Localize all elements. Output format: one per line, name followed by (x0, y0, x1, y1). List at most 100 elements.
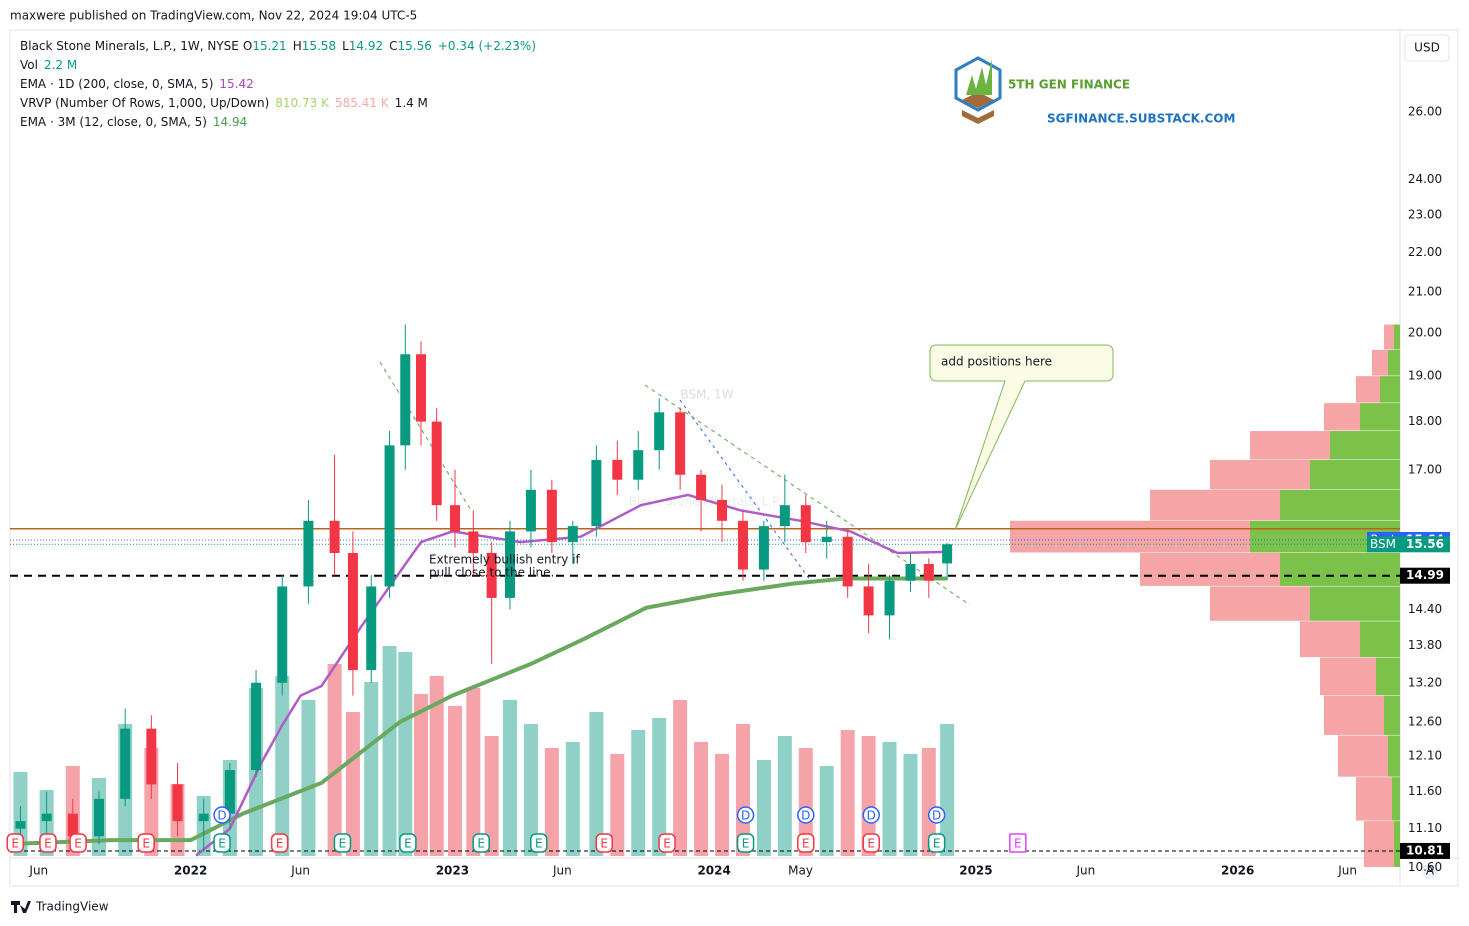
y-tick-label: 11.60 (1408, 784, 1442, 798)
ohlc-value: 15.58 (302, 39, 336, 53)
volume-bar (921, 748, 936, 856)
volume-bar (798, 748, 813, 856)
event-label: E (600, 837, 608, 851)
earnings-marker (6, 833, 24, 853)
currency-button[interactable] (1404, 34, 1450, 62)
earnings-marker (595, 833, 613, 853)
event-label: E (663, 837, 671, 851)
candle-body (905, 563, 916, 581)
profile-down (1384, 324, 1394, 350)
event-label: E (142, 837, 150, 851)
profile-down (1356, 376, 1380, 403)
trend-line (379, 361, 473, 513)
candle-body (15, 821, 26, 829)
candle-body (758, 526, 769, 570)
back-layer: BSM, 1W Black Stone Minerals, L.P. (629, 324, 1400, 867)
profile-up (1330, 431, 1400, 460)
indicator-value: 15.42 (219, 77, 253, 91)
event-label: D (217, 809, 226, 823)
profile-up (1360, 621, 1400, 658)
volume-bar (694, 742, 709, 856)
indicator-value: 14.94 (213, 115, 247, 129)
earnings-marker (213, 833, 231, 853)
ohlc-value: 15.56 (398, 39, 432, 53)
candle-body (863, 586, 874, 616)
candle-body (303, 520, 314, 587)
candle-body (800, 505, 811, 543)
chart-frame (9, 29, 1459, 887)
dividend-marker (927, 806, 946, 824)
event-label: E (404, 837, 412, 851)
event-label: E (339, 837, 347, 851)
profile-down (1140, 552, 1280, 586)
indicator-name: EMA · 3M (12, close, 0, SMA, 5) (20, 115, 207, 129)
profile-down (1338, 735, 1388, 777)
candle-body (146, 728, 157, 785)
y-tick-label: 14.40 (1408, 602, 1442, 616)
profile-down (1364, 821, 1394, 867)
profile-up (1376, 657, 1400, 696)
candle-body (329, 520, 340, 553)
price-label-box (1400, 842, 1450, 859)
y-tick-label: 17.00 (1408, 462, 1442, 476)
ema-line (10, 576, 948, 846)
event-label: E (933, 837, 941, 851)
profile-up (1360, 403, 1400, 431)
y-tick-label: 19.00 (1408, 369, 1442, 383)
y-tick-label: 11.10 (1408, 821, 1442, 835)
front-layer: EEEEEEEEEEEEEEEEEDDDDD15.64Post15.56BSM1… (6, 344, 1450, 859)
price-label: 15.56 (1406, 537, 1444, 551)
volume-bar (882, 742, 897, 856)
indicator-value: 1.4 M (395, 96, 428, 110)
trend-line (644, 384, 971, 606)
ohlc-key: H (293, 39, 302, 53)
ohlc-key: L (342, 39, 349, 53)
y-tick-label: 12.10 (1408, 749, 1442, 763)
ohlc-value: 14.92 (349, 39, 383, 53)
earnings-marker (736, 833, 755, 853)
candle-body (942, 544, 953, 564)
callout-box (929, 344, 1114, 531)
earnings-marker (658, 833, 676, 853)
event-label: E (74, 837, 82, 851)
candle-body (384, 445, 395, 587)
logo-url: SGFINANCE.SUBSTACK.COM (1047, 112, 1235, 126)
volume-bar (544, 748, 559, 856)
volume-bar (589, 712, 604, 856)
event-label: E (1014, 837, 1022, 851)
earnings-marker (39, 833, 57, 853)
price-label-box (1400, 536, 1450, 553)
indicator-value: 585.41 K (335, 96, 390, 110)
indicator-name: Vol (20, 58, 38, 72)
volume-bar (777, 736, 792, 856)
price-label-box (1400, 567, 1450, 584)
candle-body (612, 459, 623, 480)
volume-bar (364, 682, 379, 856)
profile-down (1324, 695, 1384, 735)
auto-scale-button[interactable] (1422, 863, 1438, 879)
volume-bar (756, 760, 771, 856)
profile-up (1310, 459, 1400, 490)
indicator-value: 810.73 K (275, 96, 330, 110)
profile-up (1280, 552, 1400, 586)
event-label: E (218, 837, 226, 851)
legend-line: Vol 2.2 M (20, 58, 77, 72)
profile-down (1372, 349, 1388, 376)
volume-bar (301, 700, 316, 856)
earnings-marker (69, 833, 87, 853)
earnings-marker (1009, 833, 1027, 853)
volume-bar (861, 736, 876, 856)
earnings-marker (270, 833, 289, 853)
x-tick-label: 2025 (959, 864, 992, 878)
x-tick-label: Jun (1337, 864, 1357, 878)
profile-up (1280, 489, 1400, 521)
volume-bar (448, 706, 463, 856)
profile-up (1388, 349, 1400, 376)
event-label: E (867, 837, 875, 851)
callout-text: add positions here (941, 355, 1052, 369)
profile-down (1356, 777, 1392, 821)
candle-body (431, 421, 442, 506)
x-tick-label: Jun (290, 864, 310, 878)
candle-body (884, 580, 895, 616)
x-tick-label: 2026 (1221, 864, 1254, 878)
